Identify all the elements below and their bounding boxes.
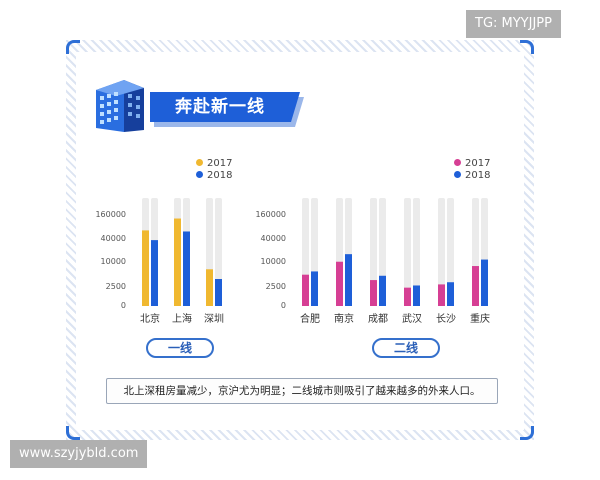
bar-2017: [336, 261, 343, 306]
frame-corner: [520, 40, 534, 54]
bar-2018: [413, 285, 420, 306]
bar-2017: [438, 284, 445, 306]
legend-dot: [196, 159, 203, 166]
tier2-label: 二线: [372, 338, 440, 358]
legend-dot: [196, 171, 203, 178]
bar-track: [370, 198, 377, 306]
title-banner: [150, 92, 300, 122]
y-tick-label: 2500: [266, 282, 286, 291]
legend-item-2018: 2018: [454, 170, 490, 182]
bar-2017: [142, 230, 149, 306]
y-tick-label: 40000: [261, 234, 286, 243]
x-tick-label: 上海: [172, 312, 192, 325]
bar-2018: [183, 231, 190, 306]
bar-2017: [370, 280, 377, 306]
tier1-label: 一线: [146, 338, 214, 358]
frame-corner: [66, 426, 80, 440]
legend-item-2017: 2017: [454, 158, 490, 170]
bar-2017: [472, 266, 479, 306]
x-tick-label: 深圳: [204, 313, 224, 325]
bar-2018: [447, 282, 454, 306]
legend-item-2018: 2018: [196, 170, 232, 182]
bar-track: [413, 198, 420, 306]
bar-track: [404, 198, 411, 306]
y-tick-label: 2500: [106, 282, 126, 291]
legend-item-2017: 2017: [196, 158, 232, 170]
x-tick-label: 合肥: [300, 312, 320, 325]
x-tick-label: 重庆: [470, 312, 490, 325]
frame-corner: [520, 426, 534, 440]
legend-dot: [454, 159, 461, 166]
bar-2018: [151, 240, 158, 306]
x-tick-label: 南京: [334, 312, 354, 325]
bar-2018: [311, 271, 318, 306]
x-tick-label: 武汉: [402, 312, 422, 325]
y-tick-label: 0: [121, 301, 126, 310]
y-tick-label: 10000: [101, 257, 126, 266]
x-tick-label: 成都: [368, 313, 388, 325]
legend-dot: [454, 171, 461, 178]
watermark-bottom: www.szyjybld.com: [10, 440, 148, 468]
page-title: 奔赴新一线: [175, 97, 265, 117]
bar-2018: [345, 254, 352, 306]
bar-2017: [206, 269, 213, 306]
bar-2017: [404, 287, 411, 306]
y-tick-label: 160000: [95, 210, 126, 219]
bar-2018: [379, 275, 386, 306]
watermark-top: TG: MYYJJPP: [466, 10, 561, 38]
y-tick-label: 160000: [255, 210, 286, 219]
building-icon: [96, 80, 144, 132]
bar-track: [447, 198, 454, 306]
y-tick-label: 0: [281, 301, 286, 310]
x-tick-label: 北京: [140, 312, 160, 325]
frame-corner: [66, 40, 80, 54]
x-tick-label: 长沙: [436, 313, 456, 325]
bar-2018: [481, 259, 488, 306]
summary-note: 北上深租房量减少，京沪尤为明显；二线城市则吸引了越来越多的外来人口。: [106, 378, 498, 404]
y-tick-label: 40000: [101, 234, 126, 243]
bar-2018: [215, 279, 222, 306]
bar-track: [438, 198, 445, 306]
bar-2017: [302, 274, 309, 306]
y-tick-label: 10000: [261, 257, 286, 266]
bar-2017: [174, 218, 181, 306]
